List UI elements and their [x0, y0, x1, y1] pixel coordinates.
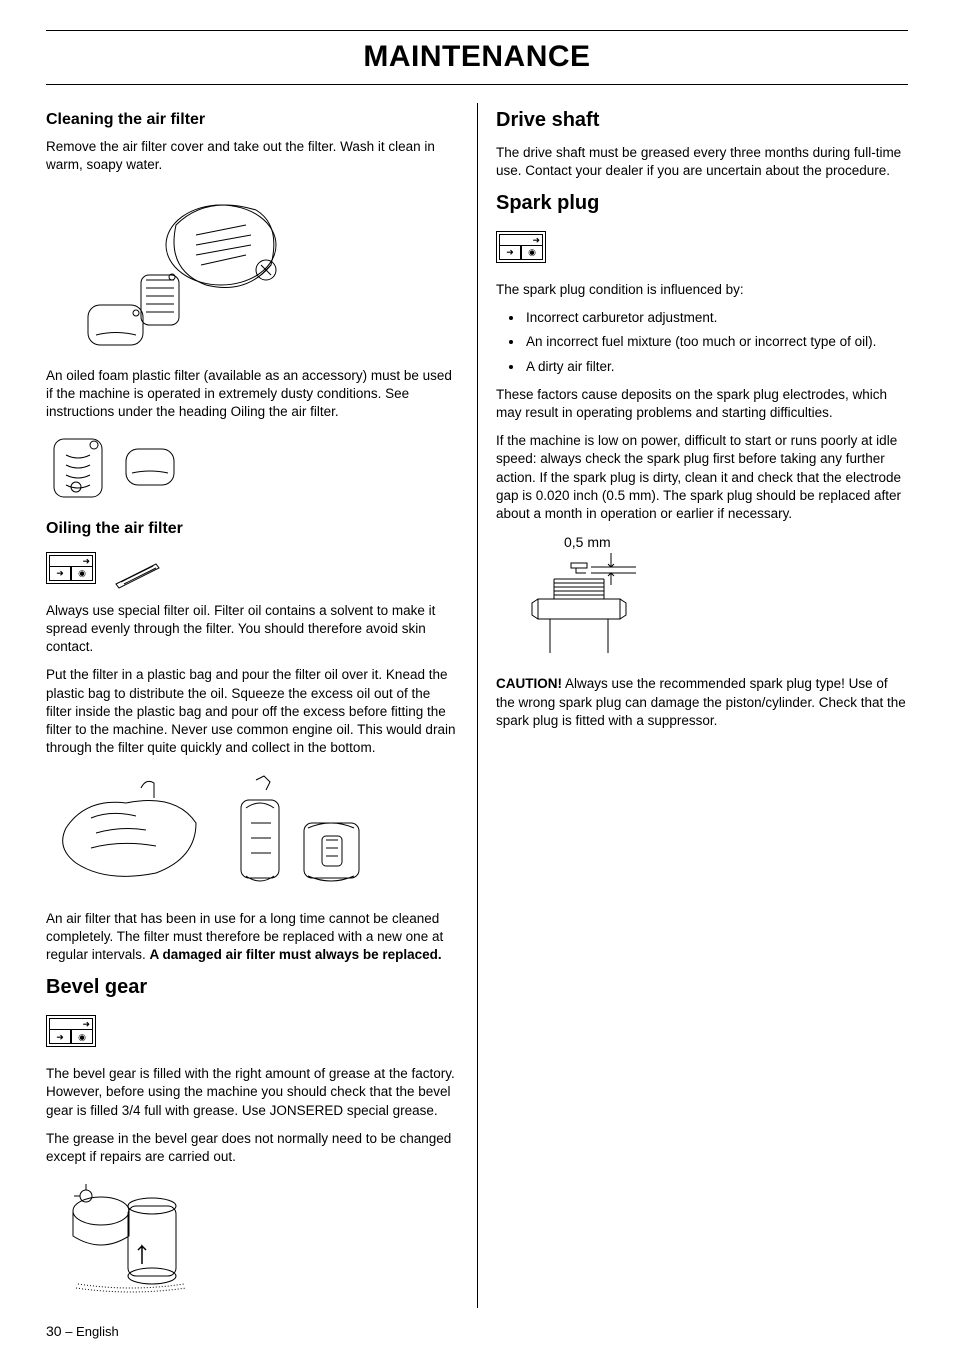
- spark-item-2: An incorrect fuel mixture (too much or i…: [524, 333, 908, 351]
- caution-paragraph: CAUTION! Always use the recommended spar…: [496, 675, 908, 730]
- page-footer: 30 – English: [46, 1322, 908, 1341]
- filter-pair-figure: [46, 431, 459, 506]
- oiling-p2: Put the filter in a plastic bag and pour…: [46, 666, 459, 757]
- spark-heading: Spark plug: [496, 190, 908, 217]
- oiling-p1: Always use special filter oil. Filter oi…: [46, 602, 459, 657]
- schedule-icon-spark: ➜ ➜ ◉: [496, 227, 908, 273]
- oiling-p3-bold: A damaged air filter must always be repl…: [150, 947, 442, 962]
- page-title: MAINTENANCE: [46, 33, 908, 84]
- spark-list: Incorrect carburetor adjustment. An inco…: [496, 309, 908, 376]
- air-filter-figure: [46, 185, 459, 355]
- spark-p2: These factors cause deposits on the spar…: [496, 386, 908, 422]
- page-number: 30: [46, 1323, 62, 1339]
- cleaning-heading: Cleaning the air filter: [46, 109, 459, 131]
- cleaning-p2: An oiled foam plastic filter (available …: [46, 367, 459, 422]
- spark-intro: The spark plug condition is influenced b…: [496, 281, 908, 299]
- oiling-p3: An air filter that has been in use for a…: [46, 910, 459, 965]
- svg-text:0,5 mm: 0,5 mm: [564, 534, 611, 550]
- cleaning-p1: Remove the air filter cover and take out…: [46, 138, 459, 174]
- footer-sep: –: [62, 1324, 76, 1339]
- content-columns: Cleaning the air filter Remove the air f…: [46, 103, 908, 1309]
- bevel-p2: The grease in the bevel gear does not no…: [46, 1130, 459, 1166]
- schedule-icon-bevel: ➜ ➜ ◉: [46, 1011, 459, 1057]
- spark-item-1: Incorrect carburetor adjustment.: [524, 309, 908, 327]
- spark-p3: If the machine is low on power, difficul…: [496, 432, 908, 523]
- footer-lang: English: [76, 1324, 119, 1339]
- spark-plug-figure: 0,5 mm: [496, 533, 908, 663]
- left-column: Cleaning the air filter Remove the air f…: [46, 103, 477, 1309]
- oiling-procedure-figure: [46, 768, 459, 898]
- drive-heading: Drive shaft: [496, 107, 908, 134]
- caution-label: CAUTION!: [496, 676, 562, 691]
- schedule-icon-oiling: ➜ ➜ ◉: [46, 548, 459, 594]
- bevel-p1: The bevel gear is filled with the right …: [46, 1065, 459, 1120]
- bevel-heading: Bevel gear: [46, 974, 459, 1001]
- spark-item-3: A dirty air filter.: [524, 358, 908, 376]
- oiling-heading: Oiling the air filter: [46, 518, 459, 540]
- drive-p1: The drive shaft must be greased every th…: [496, 144, 908, 180]
- bevel-gear-figure: [46, 1176, 459, 1296]
- right-column: Drive shaft The drive shaft must be grea…: [477, 103, 908, 1309]
